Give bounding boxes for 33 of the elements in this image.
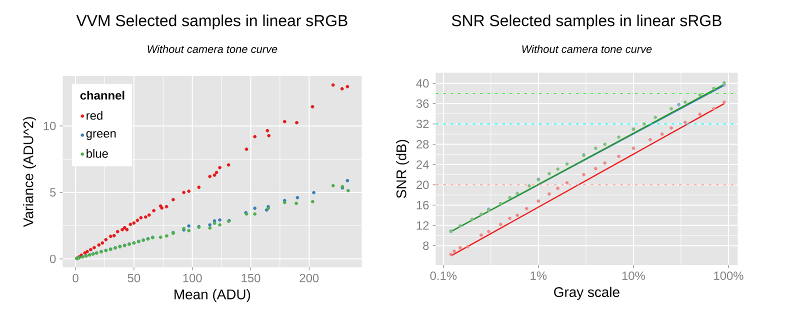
chart-title: SNR Selected samples in linear sRGB <box>452 14 722 30</box>
x-tick-label: 0 <box>72 274 78 282</box>
x-tick-label: 50 <box>128 274 140 282</box>
y-tick-label: 36 <box>416 99 429 108</box>
y-tick-label: 16 <box>416 200 429 210</box>
x-tick-label: 200 <box>300 274 319 282</box>
y-tick-label: 8 <box>423 241 429 250</box>
chart-subtitle: Without camera tone curve <box>148 44 278 54</box>
y-axis-title: SNR (dB) <box>396 140 410 198</box>
x-tick-label: 100 <box>183 274 202 282</box>
y-tick-label: 10 <box>44 122 56 130</box>
y-tick-label: 12 <box>416 221 429 230</box>
y-tick-label: 0 <box>50 254 56 264</box>
y-tick-label: 5 <box>50 188 56 197</box>
x-tick-label: 150 <box>242 274 260 282</box>
legend-label: blue <box>86 149 108 158</box>
legend-title: channel <box>80 90 124 100</box>
legend-label: red <box>86 110 102 120</box>
x-tick-label: 100% <box>714 272 744 280</box>
x-axis-title: Gray scale <box>554 286 620 300</box>
x-axis-title: Mean (ADU) <box>174 289 250 302</box>
x-tick-label: 10% <box>622 272 645 280</box>
y-tick-label: 40 <box>416 79 429 88</box>
y-tick-label: 24 <box>416 160 429 169</box>
y-tick-label: 32 <box>416 120 429 128</box>
x-tick-label: 1% <box>530 272 547 280</box>
y-tick-label: 20 <box>416 180 429 190</box>
chart-title: VVM Selected samples in linear sRGB <box>76 14 348 30</box>
y-axis-title: Variance (ADU^2) <box>23 117 36 228</box>
chart-subtitle: Without camera tone curve <box>522 44 652 54</box>
legend-label: green <box>86 131 116 140</box>
y-tick-label: 28 <box>416 140 429 148</box>
x-tick-label: 0.1% <box>430 272 457 280</box>
